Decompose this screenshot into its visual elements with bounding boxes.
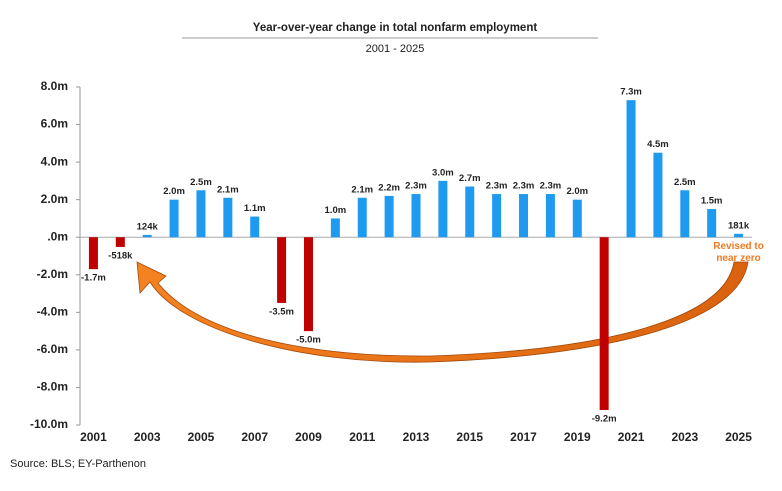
value-label: 2.3m: [513, 181, 535, 192]
value-label: 7.3m: [620, 87, 642, 98]
bar: [707, 209, 717, 238]
bar: [277, 237, 287, 303]
bar: [196, 190, 206, 238]
value-label: 2.5m: [190, 177, 212, 188]
bar: [330, 218, 340, 238]
y-tick-label: -4.0m: [37, 305, 68, 319]
y-tick-label: -8.0m: [37, 380, 68, 394]
y-tick-label: 4.0m: [41, 154, 68, 168]
value-label: 2.5m: [674, 177, 696, 188]
x-tick-label: 2025: [725, 430, 752, 444]
revision-arrow: [136, 261, 749, 363]
y-tick-label: 2.0m: [41, 192, 68, 206]
value-label: 2.0m: [566, 186, 588, 197]
value-label: 124k: [137, 221, 159, 232]
x-tick-label: 2001: [80, 430, 107, 444]
bar: [411, 194, 421, 238]
x-tick-label: 2019: [564, 430, 591, 444]
value-label: 2.2m: [378, 182, 400, 193]
bar: [303, 237, 313, 332]
bar: [653, 152, 663, 238]
bar: [223, 197, 233, 238]
value-label: 2.0m: [163, 186, 185, 197]
bar: [142, 234, 152, 238]
x-tick-label: 2023: [671, 430, 698, 444]
x-tick-label: 2009: [295, 430, 322, 444]
bar: [169, 199, 179, 238]
value-label: 2.3m: [486, 181, 508, 192]
bar: [626, 100, 636, 238]
x-tick-label: 2013: [403, 430, 430, 444]
chart-title: Year-over-year change in total nonfarm e…: [253, 22, 538, 34]
annotation: near zero: [716, 253, 760, 264]
bar: [680, 190, 690, 238]
value-label: 2.1m: [217, 184, 239, 195]
x-tick-label: 2017: [510, 430, 537, 444]
bar: [545, 194, 555, 238]
value-label: 2.3m: [540, 181, 562, 192]
value-label: 3.0m: [432, 167, 454, 178]
x-tick-label: 2015: [456, 430, 483, 444]
y-tick-label: 8.0m: [41, 79, 68, 93]
value-label: 2.7m: [459, 173, 481, 184]
x-tick-label: 2011: [349, 430, 375, 444]
annotation: Revised to: [713, 241, 764, 252]
bar: [465, 186, 475, 238]
bar: [250, 216, 260, 238]
x-tick-label: 2005: [188, 430, 215, 444]
bar: [384, 195, 394, 238]
value-label: 1.1m: [244, 203, 266, 214]
value-label: 2.3m: [405, 181, 427, 192]
y-tick-label: 6.0m: [41, 117, 68, 131]
bar: [734, 233, 744, 238]
value-label: -3.5m: [269, 306, 294, 317]
value-label: -9.2m: [592, 413, 617, 424]
value-label: 2.1m: [351, 184, 373, 195]
source-note: Source: BLS; EY-Parthenon: [10, 458, 146, 470]
bar: [357, 197, 367, 238]
bar: [492, 194, 502, 238]
value-label: 4.5m: [647, 139, 669, 150]
bar: [519, 194, 529, 238]
bar: [572, 199, 582, 238]
value-label: -518k: [108, 250, 133, 261]
bar: [599, 237, 609, 410]
bar: [115, 237, 125, 247]
bar: [438, 180, 448, 238]
chart-subtitle: 2001 - 2025: [366, 43, 425, 55]
y-tick-label: -10.0m: [30, 417, 68, 431]
x-tick-label: 2021: [618, 430, 645, 444]
y-tick-label: .0m: [47, 229, 68, 243]
value-label: 1.0m: [325, 205, 347, 216]
y-tick-label: -6.0m: [37, 342, 68, 356]
y-tick-label: -2.0m: [37, 267, 68, 281]
x-tick-label: 2007: [241, 430, 268, 444]
value-label: -1.7m: [81, 273, 106, 284]
value-label: 1.5m: [701, 196, 723, 207]
value-label: 181k: [728, 220, 750, 231]
bar: [88, 237, 98, 270]
value-label: -5.0m: [296, 335, 321, 346]
x-tick-label: 2003: [134, 430, 161, 444]
